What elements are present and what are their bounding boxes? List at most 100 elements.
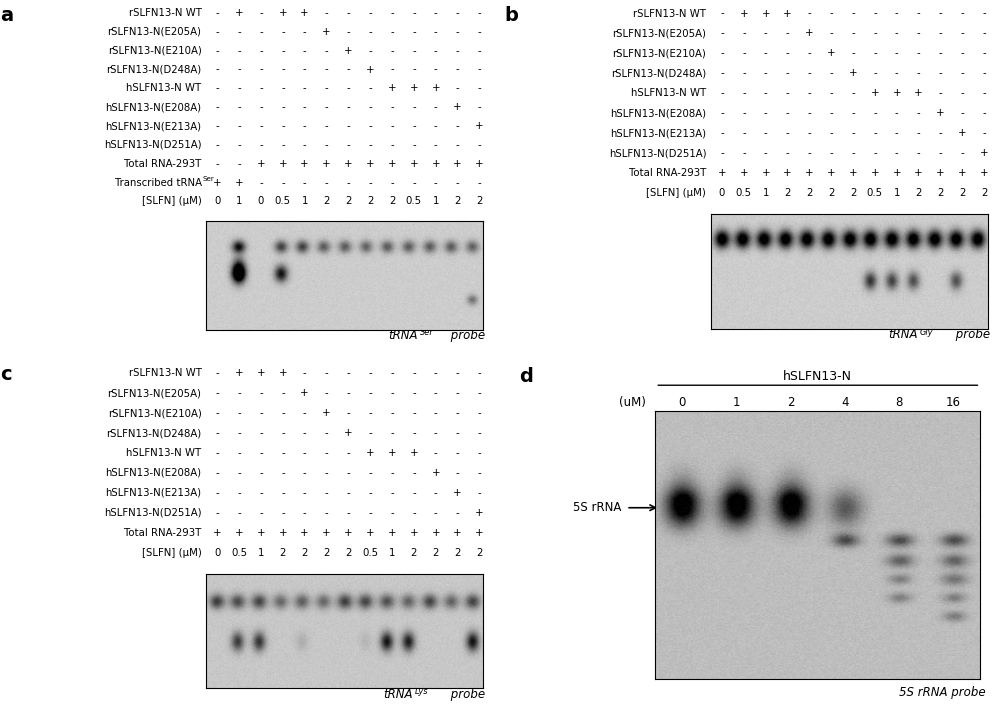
- Text: +: +: [892, 88, 901, 98]
- Text: +: +: [761, 168, 770, 178]
- Text: -: -: [281, 448, 285, 458]
- Text: -: -: [434, 46, 438, 56]
- Text: -: -: [873, 8, 877, 18]
- Text: +: +: [475, 121, 484, 131]
- Text: +: +: [388, 159, 396, 169]
- Text: -: -: [742, 128, 746, 138]
- Text: -: -: [808, 49, 811, 59]
- Text: -: -: [216, 140, 219, 150]
- Text: +: +: [431, 468, 440, 478]
- Text: +: +: [235, 178, 243, 188]
- Text: -: -: [281, 27, 285, 37]
- Text: -: -: [478, 102, 481, 112]
- Text: -: -: [478, 488, 481, 498]
- Text: hSLFN13-N(E208A): hSLFN13-N(E208A): [105, 468, 202, 478]
- Text: 1: 1: [894, 188, 900, 198]
- Text: +: +: [257, 528, 265, 538]
- Text: +: +: [849, 168, 857, 178]
- Text: -: -: [390, 140, 394, 150]
- Text: -: -: [237, 140, 241, 150]
- Text: +: +: [344, 528, 353, 538]
- Text: -: -: [873, 108, 877, 119]
- Text: -: -: [895, 128, 899, 138]
- Text: -: -: [216, 508, 219, 518]
- Text: 2: 2: [787, 395, 795, 409]
- Text: -: -: [742, 28, 746, 38]
- Text: -: -: [917, 8, 920, 18]
- Text: -: -: [478, 64, 481, 75]
- Text: -: -: [764, 128, 768, 138]
- Text: -: -: [325, 64, 328, 75]
- Text: -: -: [368, 46, 372, 56]
- Text: -: -: [829, 148, 833, 158]
- Text: -: -: [434, 488, 438, 498]
- Text: -: -: [808, 108, 811, 119]
- Text: -: -: [478, 408, 481, 418]
- Text: hSLFN13-N(D251A): hSLFN13-N(D251A): [104, 508, 202, 518]
- Text: +: +: [453, 102, 462, 112]
- Text: -: -: [368, 83, 372, 93]
- Text: 2: 2: [411, 548, 417, 558]
- Text: -: -: [303, 448, 306, 458]
- Text: -: -: [259, 121, 263, 131]
- Text: -: -: [347, 178, 350, 188]
- Text: -: -: [764, 68, 768, 78]
- Text: +: +: [300, 528, 309, 538]
- Text: 2: 2: [937, 188, 944, 198]
- Text: -: -: [478, 27, 481, 37]
- Text: -: -: [368, 408, 372, 418]
- Text: -: -: [851, 128, 855, 138]
- Text: rSLFN13-N(D248A): rSLFN13-N(D248A): [611, 68, 706, 78]
- Text: -: -: [808, 88, 811, 98]
- Text: -: -: [720, 88, 724, 98]
- Text: +: +: [213, 178, 222, 188]
- Text: -: -: [259, 388, 263, 398]
- Text: -: -: [347, 508, 350, 518]
- Text: -: -: [478, 468, 481, 478]
- Text: +: +: [388, 528, 396, 538]
- Text: -: -: [281, 388, 285, 398]
- Text: -: -: [368, 27, 372, 37]
- Text: 2: 2: [367, 196, 373, 206]
- Text: -: -: [390, 508, 394, 518]
- Text: hSLFN13-N: hSLFN13-N: [783, 369, 852, 383]
- Text: -: -: [303, 428, 306, 438]
- Text: -: -: [478, 8, 481, 18]
- Text: -: -: [259, 468, 263, 478]
- Text: +: +: [936, 108, 945, 119]
- Text: -: -: [303, 368, 306, 378]
- Text: -: -: [237, 488, 241, 498]
- Text: 1: 1: [733, 395, 740, 409]
- Text: -: -: [368, 388, 372, 398]
- Text: rSLFN13-N(E210A): rSLFN13-N(E210A): [108, 408, 202, 418]
- Text: -: -: [303, 408, 306, 418]
- Text: b: b: [505, 6, 519, 25]
- Text: -: -: [786, 28, 789, 38]
- Text: -: -: [456, 388, 459, 398]
- Text: +: +: [257, 159, 265, 169]
- Text: +: +: [740, 8, 748, 18]
- Text: -: -: [325, 448, 328, 458]
- Text: -: -: [216, 27, 219, 37]
- Text: -: -: [237, 121, 241, 131]
- Text: +: +: [279, 8, 287, 18]
- Text: rSLFN13-N(E205A): rSLFN13-N(E205A): [612, 28, 706, 38]
- Text: -: -: [237, 388, 241, 398]
- Text: -: -: [325, 102, 328, 112]
- Text: -: -: [412, 408, 416, 418]
- Text: -: -: [917, 49, 920, 59]
- Text: -: -: [259, 488, 263, 498]
- Text: -: -: [456, 27, 459, 37]
- Text: -: -: [325, 121, 328, 131]
- Text: +: +: [980, 168, 988, 178]
- Text: 8: 8: [895, 395, 903, 409]
- Text: Ser: Ser: [202, 176, 214, 182]
- Text: -: -: [456, 121, 459, 131]
- Text: -: -: [412, 102, 416, 112]
- Text: tRNA: tRNA: [383, 688, 413, 701]
- Text: rSLFN13-N(E210A): rSLFN13-N(E210A): [108, 46, 202, 56]
- Text: +: +: [783, 168, 792, 178]
- Text: -: -: [456, 428, 459, 438]
- Text: +: +: [958, 128, 967, 138]
- Text: -: -: [347, 388, 350, 398]
